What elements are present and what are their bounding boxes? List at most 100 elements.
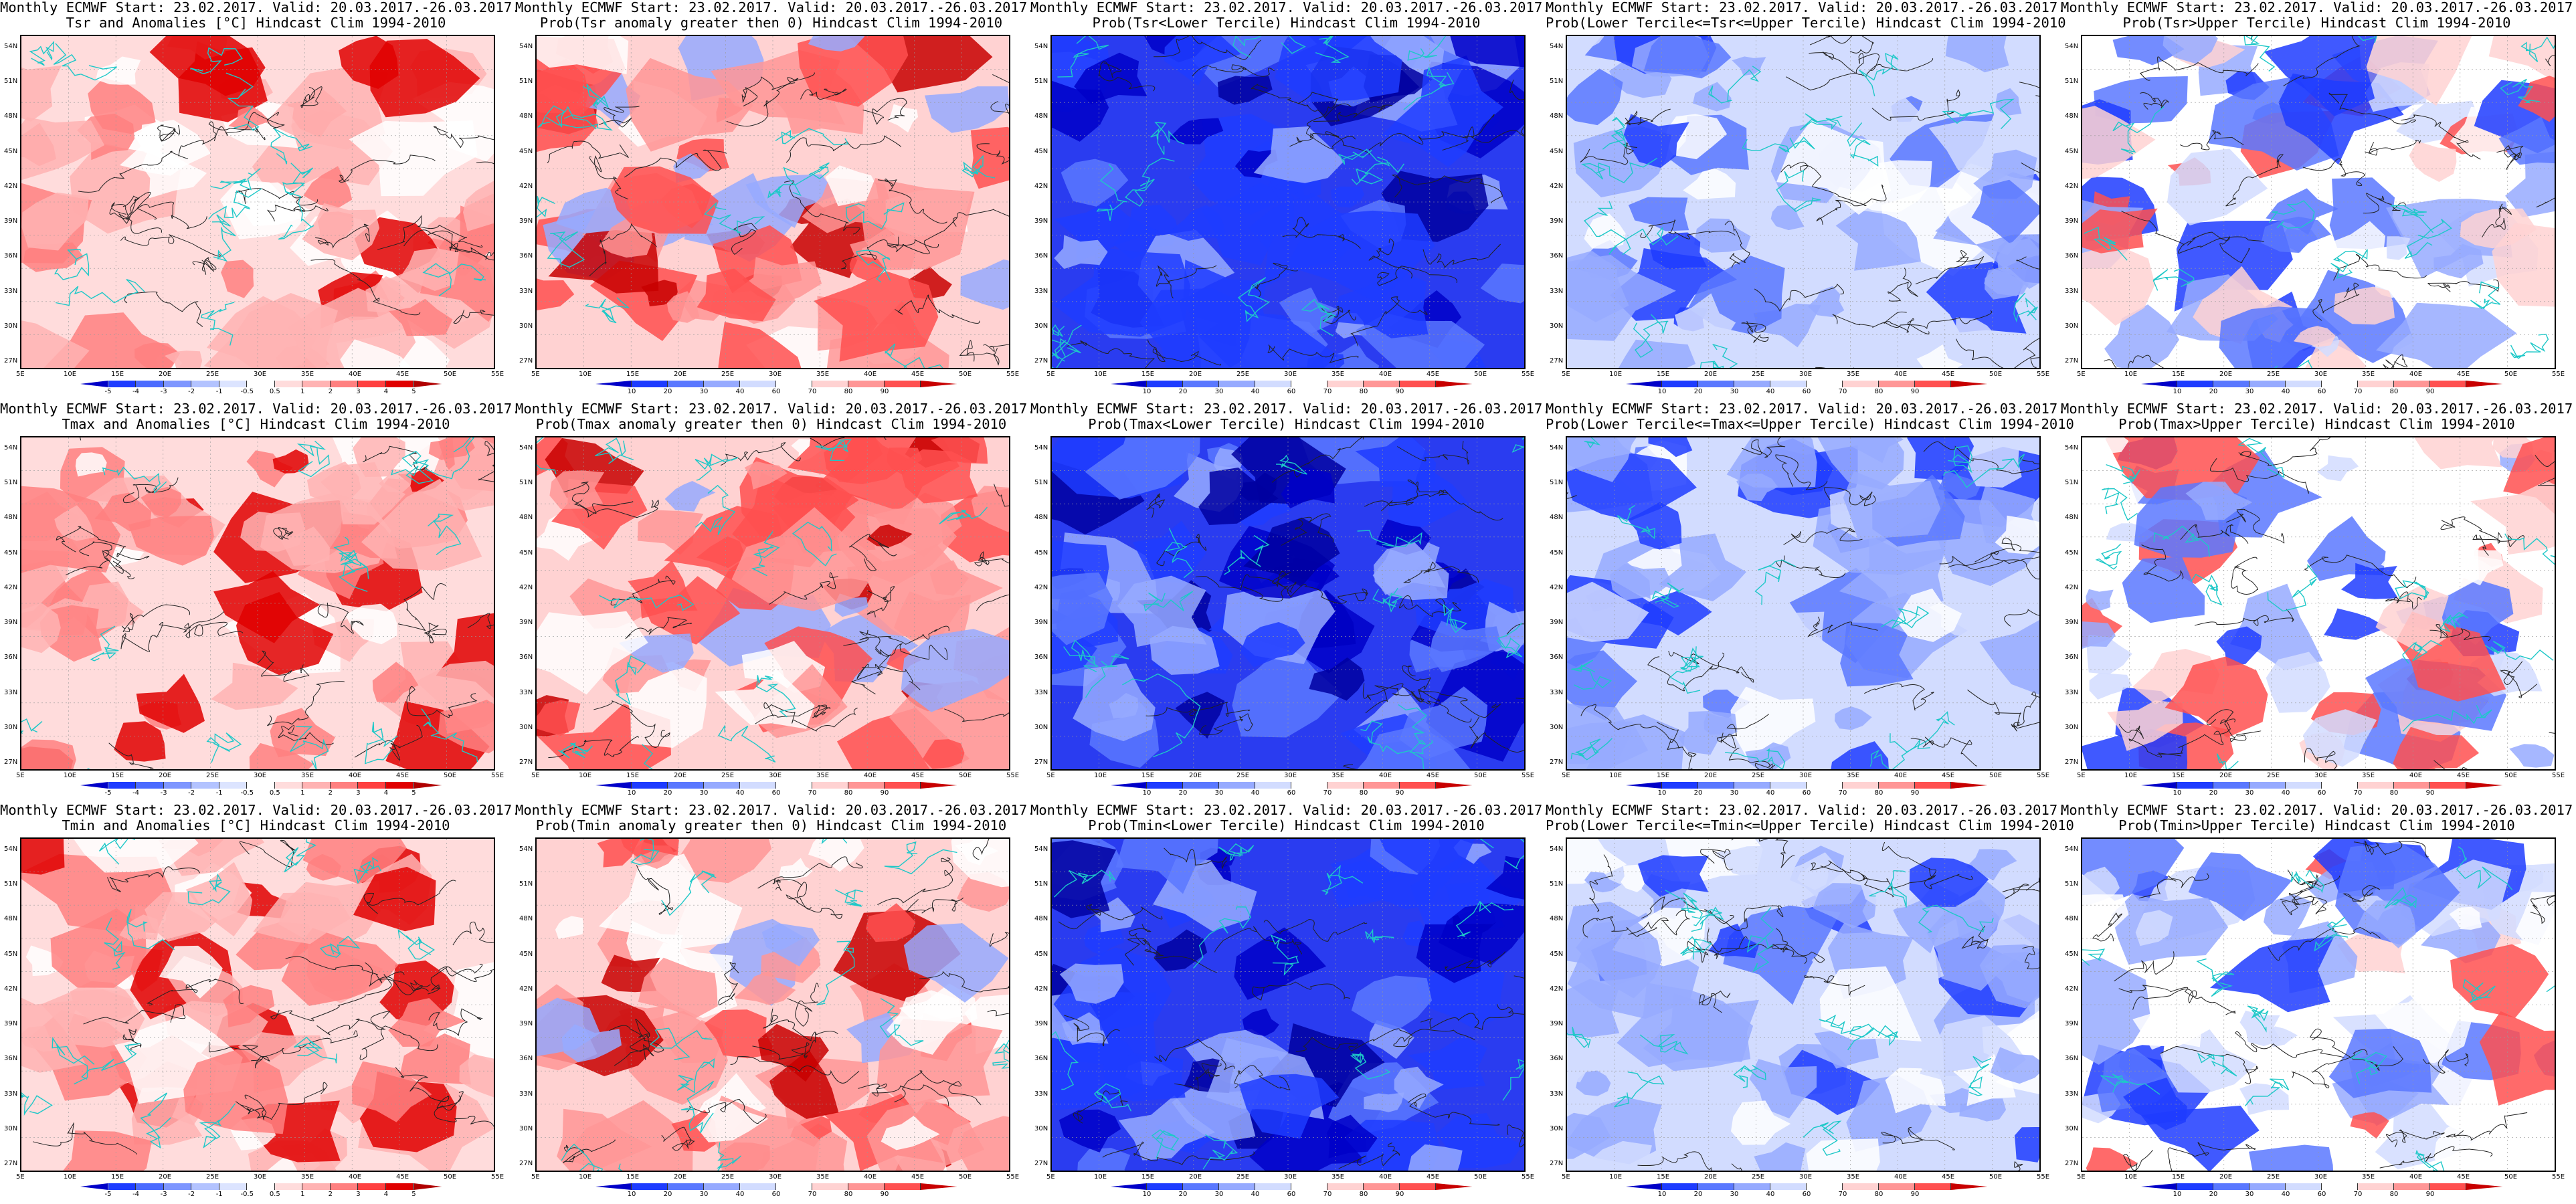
shaded-region xyxy=(2111,894,2229,965)
colorbar-tick-label: 80 xyxy=(1359,1191,1368,1198)
lat-label: 27N xyxy=(2065,357,2079,365)
colorbar-segment xyxy=(1364,782,1400,789)
contour-line xyxy=(752,1033,816,1060)
contour-line xyxy=(952,209,1009,227)
shaded-region xyxy=(537,700,581,736)
lat-label: 27N xyxy=(519,357,533,365)
shaded-region xyxy=(886,647,921,672)
shaded-region xyxy=(1813,883,1877,929)
colorbar-tick-label: 80 xyxy=(2389,1191,2399,1198)
lon-label: 35E xyxy=(2362,772,2375,779)
shaded-region xyxy=(1808,286,1845,318)
contour-line xyxy=(178,121,266,157)
lat-label: 33N xyxy=(519,688,533,696)
lon-label: 50E xyxy=(1989,371,2003,378)
colorbar-tick-label: 90 xyxy=(1910,789,1920,797)
lat-label: 42N xyxy=(1550,985,1564,993)
colorbar-segment xyxy=(358,782,386,789)
contour-line xyxy=(1281,513,1334,546)
colorbar-tick-label: 2 xyxy=(328,789,333,797)
shaded-region xyxy=(638,957,718,1018)
contour-line xyxy=(257,650,310,682)
colorbar-tick-label: 60 xyxy=(2317,789,2326,797)
contour-line xyxy=(983,344,1009,353)
coastline xyxy=(1398,704,1433,755)
lon-label: 20E xyxy=(1189,772,1202,779)
coastline xyxy=(1691,906,1724,932)
lon-label: 15E xyxy=(626,772,640,779)
coastline xyxy=(53,43,118,81)
panel-title-line1: Monthly ECMWF Start: 23.02.2017. Valid: … xyxy=(0,0,521,15)
colorbar-segment xyxy=(413,381,442,387)
colorbar-segment xyxy=(2141,782,2177,789)
shaded-region xyxy=(664,506,786,583)
lat-label: 36N xyxy=(519,252,533,260)
contour-line xyxy=(772,879,812,910)
coastline xyxy=(2245,1078,2290,1106)
colorbar-segment xyxy=(136,381,164,387)
lat-label: 36N xyxy=(4,1055,18,1063)
colorbar-segment xyxy=(2430,782,2466,789)
coastline xyxy=(2196,958,2235,997)
colorbar-tick-label: 5 xyxy=(411,1191,416,1198)
lat-label: 27N xyxy=(1550,1160,1564,1167)
shaded-region xyxy=(389,298,453,336)
shaded-region xyxy=(2375,585,2449,655)
contour-line xyxy=(851,664,883,695)
colorbar-segment xyxy=(1734,1183,1770,1190)
coastline xyxy=(2462,979,2496,1003)
contour-line xyxy=(1580,704,1679,749)
colorbar-tick-label: 80 xyxy=(1874,1191,1883,1198)
shaded-region xyxy=(1168,118,1224,144)
lon-label: 5E xyxy=(1046,772,1055,779)
shaded-region xyxy=(2239,1083,2290,1115)
lat-label: 51N xyxy=(2065,880,2079,888)
shaded-region xyxy=(923,739,965,769)
panel-title: Monthly ECMWF Start: 23.02.2017. Valid: … xyxy=(515,803,1036,833)
panel-title-line1: Monthly ECMWF Start: 23.02.2017. Valid: … xyxy=(1546,802,2066,818)
colorbar-segment xyxy=(274,381,303,387)
coastline xyxy=(756,675,796,718)
contour-line xyxy=(2304,748,2338,769)
coastline xyxy=(1614,1072,1665,1108)
colorbar-tick-label: 10 xyxy=(627,1191,636,1198)
shaded-region xyxy=(626,662,707,748)
colorbar-segment xyxy=(413,782,442,789)
coastline xyxy=(716,1142,742,1171)
lon-label: 15E xyxy=(2172,1173,2185,1181)
contour-line xyxy=(2385,591,2422,610)
shaded-region xyxy=(557,1108,652,1171)
colorbar-tick-label: 60 xyxy=(2317,388,2326,395)
contour-line xyxy=(919,971,1009,993)
contour-line xyxy=(1252,262,1298,298)
coastline xyxy=(415,437,475,480)
coastline xyxy=(1403,66,1455,110)
lon-label: 45E xyxy=(911,772,925,779)
coastline xyxy=(199,1103,236,1148)
shaded-region xyxy=(744,461,788,490)
lon-label: 45E xyxy=(911,371,925,378)
coastline xyxy=(1511,437,1524,453)
contour-line xyxy=(636,865,674,915)
map-area xyxy=(535,436,1010,771)
contour-line xyxy=(2280,886,2318,906)
colorbar-segment xyxy=(1807,782,1843,789)
colorbar-tick-label: -5 xyxy=(104,1191,112,1198)
colorbar-segment xyxy=(2177,381,2213,387)
lon-label: 45E xyxy=(1942,772,1955,779)
colorbar-segment xyxy=(848,381,885,387)
contour-line xyxy=(757,856,863,889)
contour-line xyxy=(1058,904,1163,930)
contour-line xyxy=(1267,344,1359,364)
contour-line xyxy=(121,604,191,633)
contour-line xyxy=(1580,142,1637,165)
lat-label: 39N xyxy=(1550,619,1564,627)
coastline xyxy=(1869,739,1930,769)
colorbar-segment xyxy=(1255,381,1291,387)
colorbar-tick-label: 10 xyxy=(1657,1191,1667,1198)
coastline xyxy=(561,1143,604,1171)
lat-label: 27N xyxy=(1034,1160,1048,1167)
shaded-region xyxy=(1584,872,1621,893)
shaded-region xyxy=(2082,729,2188,769)
contour-line xyxy=(877,179,947,224)
